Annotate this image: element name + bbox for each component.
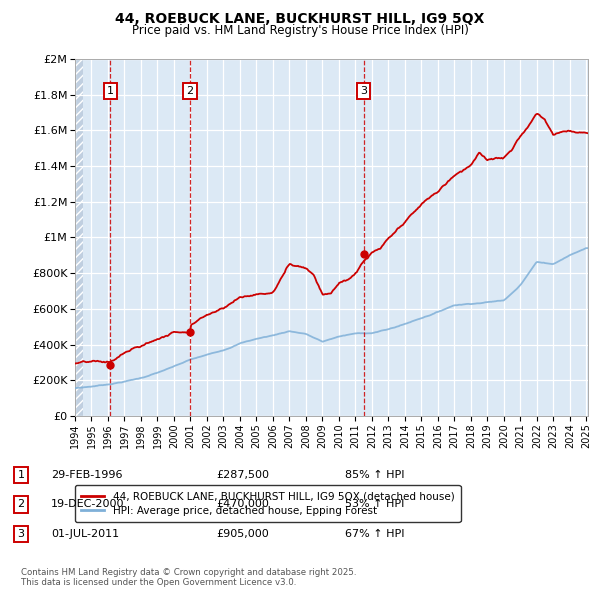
Text: £287,500: £287,500	[216, 470, 269, 480]
Text: Price paid vs. HM Land Registry's House Price Index (HPI): Price paid vs. HM Land Registry's House …	[131, 24, 469, 37]
Text: 53% ↑ HPI: 53% ↑ HPI	[345, 500, 404, 509]
Text: 19-DEC-2000: 19-DEC-2000	[51, 500, 125, 509]
Text: 01-JUL-2011: 01-JUL-2011	[51, 529, 119, 539]
Text: Contains HM Land Registry data © Crown copyright and database right 2025.
This d: Contains HM Land Registry data © Crown c…	[21, 568, 356, 587]
Text: £905,000: £905,000	[216, 529, 269, 539]
Text: £470,000: £470,000	[216, 500, 269, 509]
Text: 3: 3	[360, 86, 367, 96]
Text: 85% ↑ HPI: 85% ↑ HPI	[345, 470, 404, 480]
Text: 2: 2	[17, 500, 25, 509]
Text: 1: 1	[17, 470, 25, 480]
Bar	[75, 59, 83, 416]
Text: 44, ROEBUCK LANE, BUCKHURST HILL, IG9 5QX: 44, ROEBUCK LANE, BUCKHURST HILL, IG9 5Q…	[115, 12, 485, 26]
Text: 67% ↑ HPI: 67% ↑ HPI	[345, 529, 404, 539]
Text: 2: 2	[187, 86, 194, 96]
Bar	[75, 59, 83, 416]
Text: 3: 3	[17, 529, 25, 539]
Legend: 44, ROEBUCK LANE, BUCKHURST HILL, IG9 5QX (detached house), HPI: Average price, : 44, ROEBUCK LANE, BUCKHURST HILL, IG9 5Q…	[75, 486, 461, 522]
Text: 29-FEB-1996: 29-FEB-1996	[51, 470, 122, 480]
Text: 1: 1	[107, 86, 114, 96]
